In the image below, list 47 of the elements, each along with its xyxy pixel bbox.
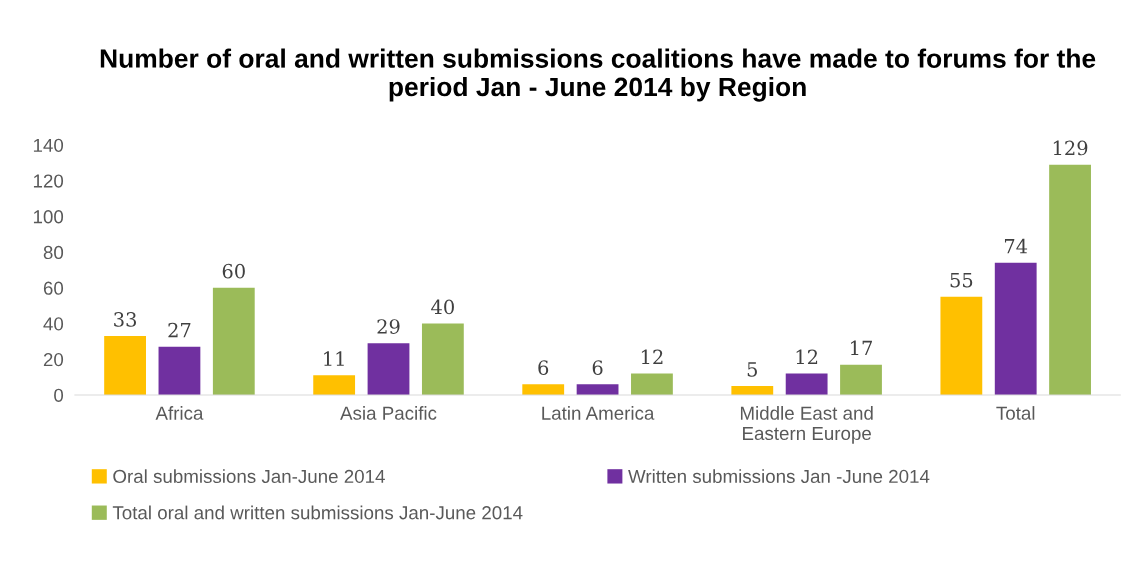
chart-title: Number of oral and written submissions coalitions have made to forums for the period Jan - June 2014 by Region <box>100 48 1096 102</box>
data-label: 17 <box>851 340 872 356</box>
x-tick-label: Middle East and Eastern Europe <box>740 406 873 444</box>
y-tick-label: 80 <box>43 245 64 260</box>
bar <box>631 373 673 395</box>
bar <box>785 373 828 395</box>
bar <box>522 384 565 395</box>
x-tick-label: Africa <box>155 406 204 420</box>
data-label: 12 <box>796 349 818 364</box>
y-tick-label: 20 <box>43 352 64 367</box>
data-label: 74 <box>1004 238 1028 254</box>
x-tick-label: Asia Pacific <box>340 406 437 420</box>
data-label: 6 <box>592 360 603 375</box>
bar <box>940 296 983 395</box>
legend-label: Total oral and written submissions Jan-June 2014 <box>112 505 523 520</box>
bar <box>840 364 882 395</box>
x-tick-label: Total <box>996 406 1035 420</box>
data-label: 11 <box>324 351 344 366</box>
y-tick-label: 40 <box>43 317 64 331</box>
y-tick-label: 140 <box>33 138 64 152</box>
y-tick-label: 120 <box>33 174 64 188</box>
bar <box>158 346 201 395</box>
legend-label: Written submissions Jan -June 2014 <box>628 469 930 484</box>
bar <box>731 386 774 395</box>
y-tick-label: 60 <box>43 281 64 295</box>
bar <box>313 375 356 395</box>
data-label: 6 <box>538 360 549 375</box>
data-label: 60 <box>222 263 245 279</box>
y-tick-label: 0 <box>54 388 64 402</box>
y-tick-label: 100 <box>33 210 64 224</box>
data-label: 129 <box>1053 140 1088 156</box>
data-label: 12 <box>641 349 663 364</box>
bar <box>367 343 410 395</box>
data-label: 55 <box>950 273 973 288</box>
bar <box>1049 164 1091 395</box>
data-label: 29 <box>377 319 400 334</box>
bar <box>994 262 1037 395</box>
bar <box>104 336 146 395</box>
bar <box>212 287 255 395</box>
bar <box>576 384 619 395</box>
bar <box>421 323 464 395</box>
data-label: 40 <box>431 299 454 315</box>
data-label: 27 <box>168 322 191 338</box>
x-tick-label: Latin America <box>542 406 655 420</box>
data-label: 33 <box>114 312 137 327</box>
legend-label: Oral submissions Jan-June 2014 <box>113 469 385 484</box>
data-label: 5 <box>747 362 757 377</box>
